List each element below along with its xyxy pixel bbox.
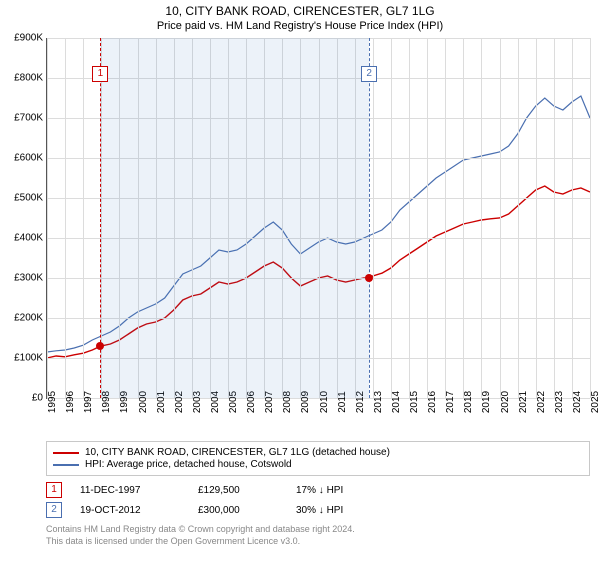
x-axis-label: 1997 [83, 391, 94, 413]
y-axis-label: £100K [14, 353, 43, 364]
x-axis-label: 2025 [590, 391, 600, 413]
x-axis-label: 2023 [554, 391, 565, 413]
ownership-shade [100, 38, 369, 398]
legend-label: 10, CITY BANK ROAD, CIRENCESTER, GL7 1LG… [85, 447, 390, 458]
y-axis-label: £500K [14, 193, 43, 204]
sale-price: £129,500 [198, 485, 278, 496]
chart-container: 10, CITY BANK ROAD, CIRENCESTER, GL7 1LG… [0, 4, 600, 564]
sale-date: 19-OCT-2012 [80, 505, 180, 516]
sale-delta: 17% ↓ HPI [296, 485, 396, 496]
y-axis-label: £0 [32, 393, 43, 404]
y-axis-label: £400K [14, 233, 43, 244]
sale-marker-badge: 2 [46, 502, 62, 518]
x-axis-label: 2019 [481, 391, 492, 413]
x-axis-label: 2024 [572, 391, 583, 413]
chart-title: 10, CITY BANK ROAD, CIRENCESTER, GL7 1LG [0, 4, 600, 18]
event-line [369, 38, 370, 398]
event-marker: 2 [361, 66, 377, 82]
sale-point [365, 274, 373, 282]
x-axis-label: 2014 [391, 391, 402, 413]
y-axis-label: £600K [14, 153, 43, 164]
sale-price: £300,000 [198, 505, 278, 516]
x-axis-label: 2016 [427, 391, 438, 413]
plot-area: £0£100K£200K£300K£400K£500K£600K£700K£80… [46, 38, 590, 399]
y-axis-label: £200K [14, 313, 43, 324]
y-axis-label: £900K [14, 33, 43, 44]
sales-row: 2 19-OCT-2012 £300,000 30% ↓ HPI [46, 502, 590, 518]
y-axis-label: £700K [14, 113, 43, 124]
x-axis-label: 2017 [445, 391, 456, 413]
x-axis-label: 2013 [373, 391, 384, 413]
sales-table: 1 11-DEC-1997 £129,500 17% ↓ HPI 2 19-OC… [46, 482, 590, 518]
y-axis-label: £300K [14, 273, 43, 284]
x-axis-label: 2021 [518, 391, 529, 413]
sale-point [96, 342, 104, 350]
attribution-line: Contains HM Land Registry data © Crown c… [46, 524, 590, 536]
x-axis-label: 2018 [463, 391, 474, 413]
sale-date: 11-DEC-1997 [80, 485, 180, 496]
x-axis-label: 1996 [65, 391, 76, 413]
legend-swatch [53, 452, 79, 454]
legend-item: HPI: Average price, detached house, Cots… [53, 459, 583, 470]
event-marker: 1 [92, 66, 108, 82]
chart-subtitle: Price paid vs. HM Land Registry's House … [0, 20, 600, 32]
legend-item: 10, CITY BANK ROAD, CIRENCESTER, GL7 1LG… [53, 447, 583, 458]
sale-marker-badge: 1 [46, 482, 62, 498]
legend-label: HPI: Average price, detached house, Cots… [85, 459, 292, 470]
x-axis-label: 2020 [500, 391, 511, 413]
attribution-line: This data is licensed under the Open Gov… [46, 536, 590, 548]
x-axis-label: 2022 [536, 391, 547, 413]
x-axis-label: 2015 [409, 391, 420, 413]
y-axis-label: £800K [14, 73, 43, 84]
sale-delta: 30% ↓ HPI [296, 505, 396, 516]
sales-row: 1 11-DEC-1997 £129,500 17% ↓ HPI [46, 482, 590, 498]
x-axis-label: 1995 [47, 391, 58, 413]
legend-swatch [53, 464, 79, 466]
legend: 10, CITY BANK ROAD, CIRENCESTER, GL7 1LG… [46, 441, 590, 476]
attribution: Contains HM Land Registry data © Crown c… [46, 524, 590, 547]
